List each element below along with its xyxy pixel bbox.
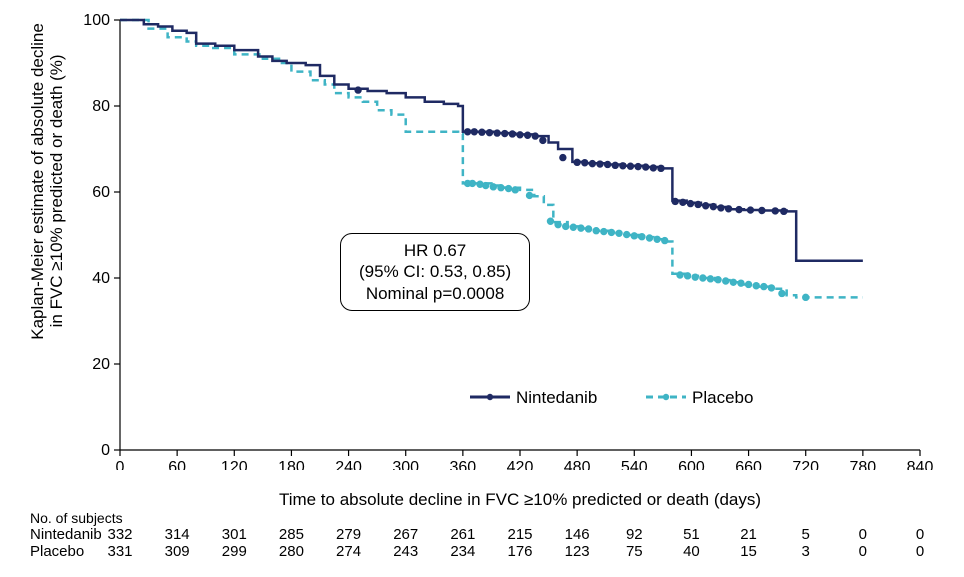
- x-axis-label: Time to absolute decline in FVC ≥10% pre…: [0, 490, 920, 510]
- svg-text:780: 780: [850, 459, 877, 470]
- risk-cell: 146: [552, 526, 602, 543]
- risk-cell: 40: [666, 543, 716, 560]
- risk-row-placebo: Placebo331309299280274243234176123754015…: [30, 543, 120, 560]
- risk-cell: 243: [381, 543, 431, 560]
- figure: Kaplan-Meier estimate of absolute declin…: [0, 0, 964, 577]
- risk-cell: 92: [609, 526, 659, 543]
- series-nintedanib: [120, 20, 863, 261]
- svg-text:840: 840: [907, 459, 934, 470]
- risk-cell: 0: [838, 543, 888, 560]
- svg-text:0: 0: [101, 442, 110, 459]
- x-axis-label-text: Time to absolute decline in FVC ≥10% pre…: [279, 490, 761, 509]
- svg-text:60: 60: [92, 184, 110, 201]
- stat-line: Nominal p=0.0008: [359, 283, 511, 304]
- svg-text:300: 300: [392, 459, 419, 470]
- risk-cell: 274: [324, 543, 374, 560]
- risk-cell: 314: [152, 526, 202, 543]
- risk-cell: 15: [724, 543, 774, 560]
- risk-cell: 331: [95, 543, 145, 560]
- risk-cell: 299: [209, 543, 259, 560]
- risk-cell: 267: [381, 526, 431, 543]
- risk-table-title-text: No. of subjects: [30, 510, 123, 526]
- risk-cell: 75: [609, 543, 659, 560]
- risk-cell: 0: [895, 526, 945, 543]
- risk-cell: 234: [438, 543, 488, 560]
- svg-text:40: 40: [92, 270, 110, 287]
- risk-cell: 5: [781, 526, 831, 543]
- svg-text:100: 100: [83, 12, 110, 29]
- risk-table-title: No. of subjects: [30, 510, 123, 526]
- svg-text:20: 20: [92, 356, 110, 373]
- svg-text:240: 240: [335, 459, 362, 470]
- risk-cell: 280: [266, 543, 316, 560]
- risk-cell: 309: [152, 543, 202, 560]
- svg-text:120: 120: [221, 459, 248, 470]
- risk-cell: 123: [552, 543, 602, 560]
- risk-cell: 51: [666, 526, 716, 543]
- svg-text:Nintedanib: Nintedanib: [516, 388, 597, 407]
- risk-cell: 285: [266, 526, 316, 543]
- risk-row-nintedanib: Nintedanib332314301285279267261215146925…: [30, 526, 120, 543]
- svg-text:540: 540: [621, 459, 648, 470]
- svg-text:180: 180: [278, 459, 305, 470]
- risk-cell: 3: [781, 543, 831, 560]
- hazard-ratio-box: HR 0.67(95% CI: 0.53, 0.85)Nominal p=0.0…: [340, 233, 530, 311]
- y-axis-label-text: Kaplan-Meier estimate of absolute declin…: [28, 23, 67, 340]
- svg-text:80: 80: [92, 98, 110, 115]
- risk-cell: 332: [95, 526, 145, 543]
- y-axis-label: Kaplan-Meier estimate of absolute declin…: [8, 0, 86, 406]
- svg-text:600: 600: [678, 459, 705, 470]
- svg-text:420: 420: [507, 459, 534, 470]
- risk-cell: 0: [838, 526, 888, 543]
- svg-text:0: 0: [116, 459, 125, 470]
- svg-text:60: 60: [168, 459, 186, 470]
- risk-cell: 215: [495, 526, 545, 543]
- svg-text:660: 660: [735, 459, 762, 470]
- risk-cell: 0: [895, 543, 945, 560]
- risk-cell: 279: [324, 526, 374, 543]
- stat-line: HR 0.67: [359, 240, 511, 261]
- risk-cell: 176: [495, 543, 545, 560]
- svg-text:480: 480: [564, 459, 591, 470]
- svg-text:720: 720: [792, 459, 819, 470]
- risk-cell: 21: [724, 526, 774, 543]
- risk-cell: 261: [438, 526, 488, 543]
- stat-line: (95% CI: 0.53, 0.85): [359, 261, 511, 282]
- risk-cell: 301: [209, 526, 259, 543]
- svg-text:360: 360: [450, 459, 477, 470]
- svg-text:Placebo: Placebo: [692, 388, 753, 407]
